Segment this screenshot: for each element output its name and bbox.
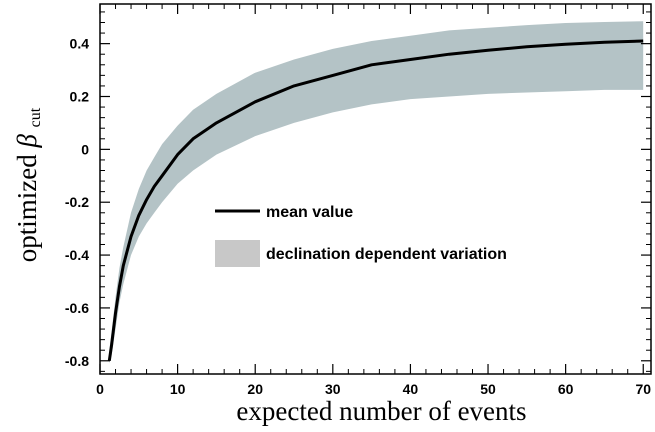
legend-patch-swatch [215,240,260,267]
x-tick-label: 20 [247,381,263,397]
y-tick-label: -0.8 [65,353,89,369]
plot-frame [99,3,652,375]
y-axis-title-main: optimized [12,148,42,263]
x-tick-label: 10 [170,381,186,397]
x-tick-label: 0 [96,381,104,397]
ticks [99,4,651,374]
x-tick-label: 60 [558,381,574,397]
legend: mean value declination dependent variati… [215,204,507,267]
y-axis-title-symbol: β [12,134,42,149]
mean-value-line [107,39,644,362]
x-axis-title: expected number of events [236,396,526,426]
legend-label-mean-value: mean value [266,204,353,221]
y-tick-label: -0.2 [65,194,89,210]
y-tick-label: 0.2 [70,89,90,105]
variation-band [109,21,644,364]
tick-labels: 0 10 20 30 40 50 60 70 -0.8 -0.6 -0.4 -0.2 0 0.2 0.4 [65,36,651,397]
x-tick-label: 70 [635,381,651,397]
y-tick-label: 0 [81,141,89,157]
x-tick-label: 50 [480,381,496,397]
y-tick-label: 0.4 [70,36,90,52]
y-axis-title-subscript: cut [27,107,44,127]
mean-line-layer [107,39,644,362]
variation-band-layer [109,21,644,364]
x-tick-label: 40 [403,381,419,397]
legend-label-declination-variation: declination dependent variation [266,246,507,263]
y-tick-label: -0.4 [65,247,89,263]
y-axis-title: optimized β cut [12,107,44,262]
x-tick-label: 30 [325,381,341,397]
y-tick-label: -0.6 [65,300,89,316]
